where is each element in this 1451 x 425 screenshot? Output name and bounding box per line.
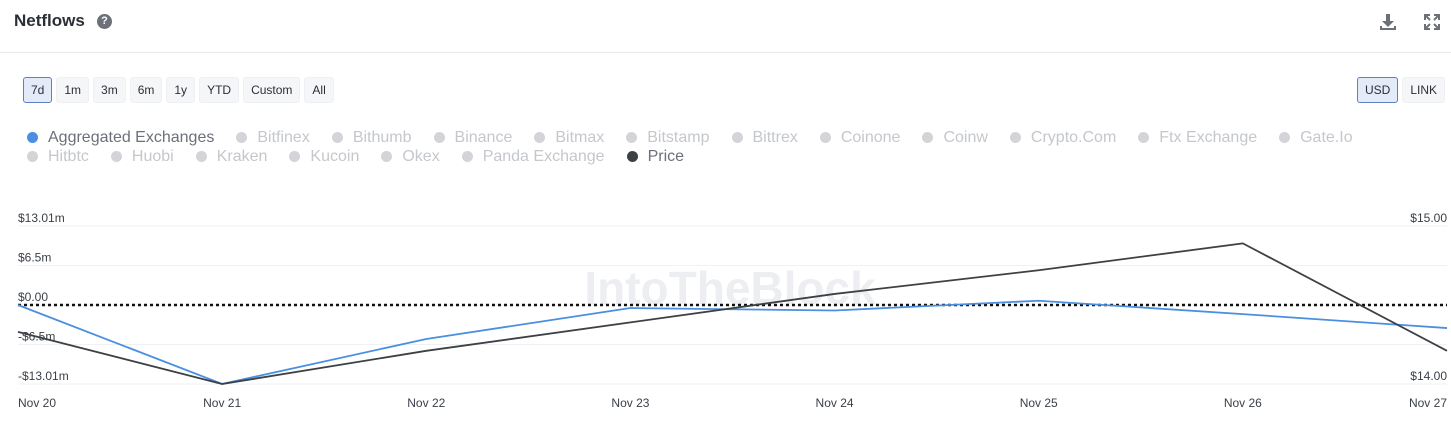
legend-dot — [195, 151, 207, 162]
legend-label: Hitbtc — [48, 147, 89, 165]
range-button-all[interactable]: All — [304, 77, 334, 103]
range-button-7d[interactable]: 7d — [23, 77, 53, 103]
legend-label: Ftx Exchange — [1159, 128, 1258, 146]
legend-item-bitfinex[interactable]: Bitfinex — [236, 128, 310, 146]
legend-label: Bithumb — [352, 128, 412, 146]
range-button-1y[interactable]: 1y — [166, 77, 196, 103]
legend-dot — [331, 132, 343, 143]
legend-dot — [731, 132, 743, 143]
legend-label: Bittrex — [752, 128, 798, 146]
legend-item-kraken[interactable]: Kraken — [195, 147, 268, 165]
y-left-tick-label: $13.01m — [18, 211, 65, 225]
legend-item-binance[interactable]: Binance — [433, 128, 513, 146]
x-tick-label: Nov 26 — [1224, 396, 1262, 410]
range-button-1m[interactable]: 1m — [56, 77, 90, 103]
legend-label: Bitfinex — [257, 128, 310, 146]
watermark-logo: IntoTheBlock — [584, 262, 876, 314]
legend-dot — [433, 132, 445, 143]
x-tick-label: Nov 24 — [816, 396, 854, 410]
legend-item-ftx-exchange[interactable]: Ftx Exchange — [1138, 129, 1257, 146]
help-icon[interactable]: ? — [97, 14, 112, 29]
legend-dot — [1279, 132, 1291, 143]
legend-dot — [27, 151, 38, 162]
legend-label: Gate.Io — [1300, 128, 1353, 146]
x-tick-label: Nov 27 — [1409, 396, 1447, 410]
legend-label: Okex — [402, 147, 440, 165]
y-left-tick-label: $0.00 — [18, 290, 48, 304]
page-title: Netflows — [14, 11, 85, 30]
legend-label: Kraken — [216, 147, 268, 165]
download-icon[interactable] — [1378, 12, 1398, 32]
legend-dot — [626, 151, 638, 162]
legend-item-aggregated-exchanges[interactable]: Aggregated Exchanges — [27, 129, 214, 146]
legend-item-kucoin[interactable]: Kucoin — [289, 148, 359, 165]
chart-legend: Aggregated Exchanges Bitfinex Bithumb Binan… — [27, 129, 1447, 165]
legend-item-price[interactable]: Price — [626, 147, 685, 165]
legend-dot — [461, 151, 473, 162]
legend-dot — [1009, 132, 1021, 143]
range-button-custom[interactable]: Custom — [243, 77, 301, 103]
currency-button-usd[interactable]: USD — [1357, 77, 1399, 103]
legend-item-bittrex[interactable]: Bittrex — [731, 128, 798, 146]
y-right-tick-label: $14.00 — [1410, 369, 1447, 383]
legend-label: Aggregated Exchanges — [48, 128, 215, 146]
legend-dot — [922, 132, 934, 143]
legend-dot — [626, 132, 638, 143]
header: Netflows ? — [0, 0, 1451, 53]
x-tick-label: Nov 20 — [18, 396, 56, 410]
legend-item-coinone[interactable]: Coinone — [819, 128, 901, 146]
legend-dot — [110, 151, 122, 162]
legend-item-bitstamp[interactable]: Bitstamp — [626, 128, 710, 146]
range-button-6m[interactable]: 6m — [129, 77, 163, 103]
series-line-aggregated-exchanges — [17, 299, 1448, 385]
netflows-chart: IntoTheBlock$13.01m$6.5m$0.00-$6.5m-$13.… — [17, 211, 1448, 410]
legend-item-bitmax[interactable]: Bitmax — [534, 129, 604, 146]
legend-item-bithumb[interactable]: Bithumb — [331, 128, 412, 146]
legend-label: Coinone — [840, 128, 901, 146]
legend-item-okex[interactable]: Okex — [381, 147, 440, 165]
legend-dot — [289, 151, 301, 162]
legend-label: Coinw — [943, 128, 988, 146]
legend-dot — [819, 132, 831, 143]
legend-label: Bitstamp — [647, 128, 710, 146]
legend-item-gate-io[interactable]: Gate.Io — [1279, 128, 1353, 146]
legend-dot — [381, 151, 393, 162]
y-left-tick-label: $6.5m — [18, 251, 51, 265]
legend-dot — [27, 132, 38, 143]
legend-label: Crypto.Com — [1030, 128, 1117, 146]
legend-item-huobi[interactable]: Huobi — [110, 147, 174, 165]
currency-selector: USD LINK — [1357, 77, 1446, 103]
legend-label: Price — [647, 147, 685, 165]
range-button-ytd[interactable]: YTD — [199, 77, 240, 103]
y-right-tick-label: $15.00 — [1410, 211, 1447, 225]
fullscreen-icon[interactable] — [1422, 12, 1442, 32]
x-tick-label: Nov 22 — [407, 396, 445, 410]
legend-dot — [534, 132, 546, 143]
legend-dot — [236, 132, 248, 143]
legend-label: Panda Exchange — [482, 147, 605, 165]
legend-item-hitbtc[interactable]: Hitbtc — [27, 148, 89, 165]
legend-item-panda-exchange[interactable]: Panda Exchange — [461, 147, 605, 165]
x-tick-label: Nov 21 — [203, 396, 241, 410]
legend-label: Kucoin — [310, 147, 360, 165]
currency-button-link[interactable]: LINK — [1402, 77, 1446, 103]
time-range-selector: 7d 1m 3m 6m 1y YTD Custom All — [23, 77, 334, 103]
series-line-price — [17, 242, 1448, 385]
legend-label: Binance — [454, 128, 513, 146]
y-left-tick-label: -$13.01m — [18, 369, 69, 383]
legend-item-coinw[interactable]: Coinw — [922, 128, 988, 146]
range-button-3m[interactable]: 3m — [93, 77, 126, 103]
legend-item-crypto-com[interactable]: Crypto.Com — [1009, 128, 1117, 146]
legend-dot — [1138, 132, 1150, 143]
x-tick-label: Nov 25 — [1020, 396, 1058, 410]
x-tick-label: Nov 23 — [611, 396, 649, 410]
legend-label: Bitmax — [555, 128, 605, 146]
legend-label: Huobi — [131, 147, 174, 165]
